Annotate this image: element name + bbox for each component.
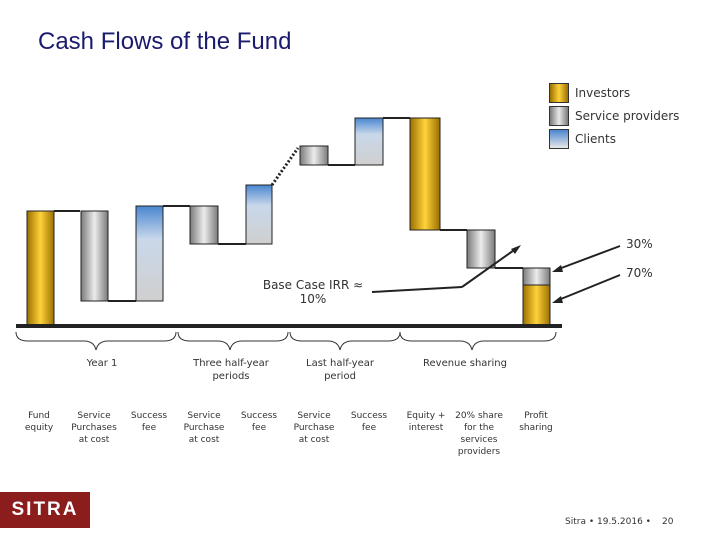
bar-equity-interest [409,117,441,231]
bar-fund-equity [26,210,55,327]
legend-swatch-clients [549,129,569,149]
legend-swatch-service-providers [549,106,569,126]
bar-label: Success fee [130,411,168,433]
legend-swatch-investors [549,83,569,103]
pct-lower-label: 70% [626,266,653,280]
irr-arrow [461,247,518,288]
bar-success-fee [245,184,273,245]
irr-label: Base Case IRR ≈ [262,278,364,292]
bar-success-fee [354,117,384,166]
pct-arrow [555,274,621,302]
legend-item-investors: Investors [549,83,630,103]
bar-label: Success fee [350,411,388,433]
bar-service-purchase [299,145,329,166]
phase-bracket-revenue-sharing [399,331,557,351]
bar-service-purchases [80,210,109,302]
bar-label: Service Purchases at cost [71,411,117,445]
phase-bracket-year-1 [15,331,177,351]
bar-profit-sharing-service [522,267,551,286]
phase-label-last-half-year: Last half-year period [306,358,374,382]
bar-label: Equity + interest [406,411,446,433]
bar-service-purchase [189,205,219,245]
phase-label-revenue-sharing: Revenue sharing [423,358,507,369]
legend-item-clients: Clients [549,129,616,149]
phase-label-year-1: Year 1 [86,358,118,369]
arrow-head [552,296,563,303]
bar-share-service-providers [466,229,496,269]
bar-label: Success fee [240,411,278,433]
bar-profit-sharing-investors [522,284,551,327]
legend-label: Service providers [575,109,680,123]
page-number: 20 [662,517,674,527]
bar-label: Service Purchase at cost [293,411,335,445]
phase-bracket-three-half-year [177,331,289,351]
page-title: Cash Flows of the Fund [38,28,292,55]
bar-success-fee [135,205,164,302]
phase-bracket-last-half-year [289,331,401,351]
bar-label: Profit sharing [519,411,553,433]
phase-label-three-half-year: Three half-year periods [193,358,269,382]
footer-source: Sitra • 19.5.2016 • [565,517,651,527]
irr-arrow [371,286,463,293]
arrow-head [552,265,563,272]
bar-label: Fund equity [24,411,54,433]
dotted-connector [270,147,300,186]
pct-arrow [555,245,621,271]
bar-label: Service Purchase at cost [183,411,225,445]
irr-annotation: Base Case IRR ≈ 10% [248,278,378,306]
pct-upper-label: 30% [626,237,653,251]
legend-label: Clients [575,132,616,146]
irr-value: 10% [299,292,327,306]
legend-label: Investors [575,86,631,100]
legend-item-service-providers: Service providers [549,106,679,126]
sitra-logo: SITRA [0,492,90,528]
bar-label: 20% share for the services providers [455,411,503,457]
arrow-head [511,245,521,254]
